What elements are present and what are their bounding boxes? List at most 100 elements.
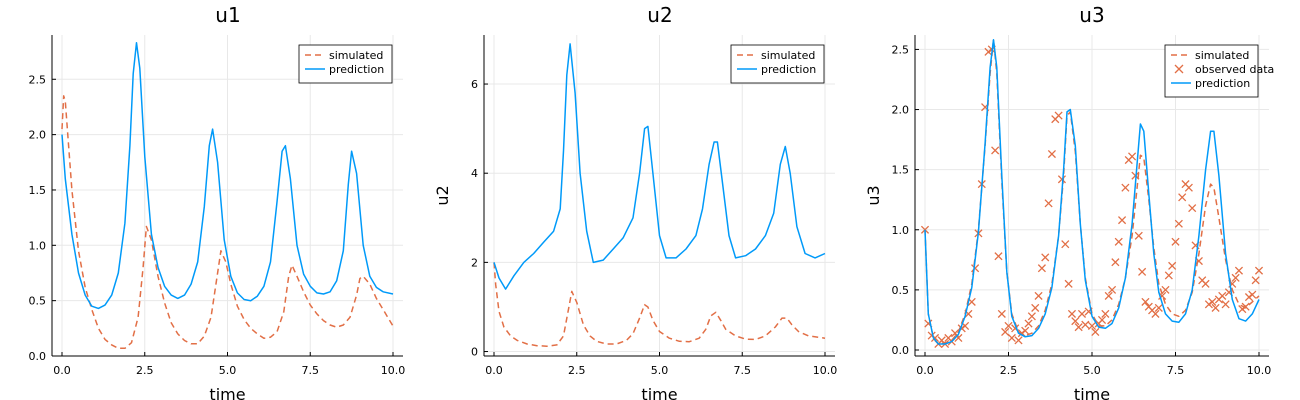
data-point-marker: [1244, 293, 1254, 302]
data-point-marker: [1241, 302, 1250, 311]
y-axis-label: u2: [433, 185, 452, 205]
data-point-marker: [1037, 264, 1046, 273]
legend-label: prediction: [1195, 77, 1250, 90]
data-point-marker: [1101, 309, 1110, 318]
y-tick-label: 2.5: [892, 43, 910, 56]
y-tick-label: 0.0: [29, 350, 47, 363]
data-point-marker: [1107, 285, 1117, 294]
chart-title: u3: [1079, 3, 1104, 27]
series-observed-data: [920, 45, 1264, 349]
x-tick-label: 7.5: [734, 364, 752, 377]
data-point-marker: [1077, 309, 1087, 318]
x-tick-label: 2.5: [1000, 364, 1018, 377]
panel-u2: 0.0 2.5 5.0 7.5 10.0 0 2 4 6 u2 time u2 simulatedpre…: [433, 3, 837, 400]
data-point-marker: [1208, 297, 1217, 306]
series-prediction-line: [61, 41, 394, 310]
data-point-marker: [1064, 279, 1073, 288]
x-tick-label: 10.0: [813, 364, 838, 377]
x-tick-label: 5.0: [219, 364, 237, 377]
data-point-marker: [1248, 290, 1257, 299]
data-point-marker: [991, 146, 1000, 155]
data-point-marker: [1211, 303, 1220, 312]
x-axis-label: time: [1074, 385, 1110, 400]
data-point-marker: [1174, 219, 1183, 228]
data-point-marker: [1188, 204, 1197, 213]
data-point-marker: [1014, 336, 1023, 345]
data-point-marker: [1104, 291, 1113, 300]
legend-label: simulated: [761, 49, 815, 62]
series-simulated-line: [61, 95, 394, 350]
data-point-marker: [1061, 240, 1070, 249]
data-point-marker: [1111, 258, 1120, 267]
data-point-marker: [1254, 266, 1264, 275]
data-point-marker: [1154, 303, 1163, 312]
y-tick-label: 4: [471, 167, 478, 180]
data-point-marker: [1184, 183, 1193, 192]
data-point-marker: [1251, 276, 1260, 285]
data-point-marker: [1178, 193, 1187, 202]
data-point-marker: [1034, 291, 1043, 300]
legend-box: [298, 44, 393, 84]
x-tick-label: 7.5: [302, 364, 320, 377]
data-point-marker: [1141, 297, 1150, 306]
y-tick-label: 2.0: [29, 129, 47, 142]
data-point-marker: [1238, 305, 1247, 314]
legend-marker: [1174, 64, 1184, 74]
x-tick-label: 0.0: [485, 364, 503, 377]
chart-title: u1: [215, 3, 240, 27]
x-tick-label: 10.0: [381, 364, 406, 377]
x-tick-label: 7.5: [1167, 364, 1185, 377]
data-point-marker: [1097, 315, 1107, 324]
data-point-marker: [1128, 152, 1137, 161]
legend-box: [730, 44, 825, 84]
series-prediction-line: [493, 43, 826, 290]
x-tick-label: 5.0: [1083, 364, 1101, 377]
x-axis-label: time: [641, 385, 677, 400]
legend-label: simulated: [329, 49, 383, 62]
x-tick-label: 2.5: [568, 364, 586, 377]
panel-u1: 0.0 2.5 5.0 7.5 10.0 0.0 0.5 1.0 1.5 2.0 2.5 u1 time…: [29, 3, 406, 400]
x-tick-label: 0.0: [916, 364, 934, 377]
chart-title: u2: [647, 3, 672, 27]
data-point-marker: [1164, 271, 1173, 280]
legend-label: simulated: [1195, 49, 1249, 62]
data-point-marker: [997, 309, 1006, 318]
data-point-marker: [1004, 321, 1013, 331]
data-point-marker: [984, 47, 993, 56]
y-tick-label: 2: [471, 256, 478, 269]
data-point-marker: [1027, 312, 1036, 321]
y-tick-label: 0.5: [892, 284, 910, 297]
series-simulated-line: [493, 262, 826, 347]
data-point-marker: [1021, 326, 1030, 335]
data-point-marker: [1201, 279, 1210, 288]
data-point-marker: [1071, 317, 1080, 326]
data-point-marker: [1054, 111, 1063, 120]
data-point-marker: [1081, 320, 1090, 329]
y-tick-label: 0.5: [29, 295, 47, 308]
y-tick-label: 2.0: [892, 104, 910, 117]
data-point-marker: [1001, 327, 1010, 337]
data-point-marker: [1031, 303, 1040, 312]
x-tick-label: 0.0: [53, 364, 71, 377]
data-point-marker: [1138, 267, 1147, 276]
y-tick-label: 0.0: [892, 344, 910, 357]
legend-label: prediction: [329, 63, 384, 76]
data-point-marker: [1067, 309, 1077, 318]
y-tick-label: 1.5: [29, 184, 47, 197]
y-tick-label: 1.0: [892, 224, 910, 237]
data-point-marker: [994, 252, 1003, 261]
data-point-marker: [1134, 231, 1143, 240]
data-point-marker: [1024, 319, 1033, 328]
x-tick-label: 2.5: [136, 364, 154, 377]
data-point-marker: [1221, 300, 1230, 309]
panel-u3: 0.0 2.5 5.0 7.5 10.0 0.0 0.5 1.0 1.5 2.0 2.5 u3 time…: [864, 3, 1274, 400]
data-point-marker: [1041, 253, 1050, 262]
y-tick-label: 2.5: [29, 73, 47, 86]
x-tick-label: 5.0: [651, 364, 669, 377]
data-point-marker: [954, 333, 963, 343]
data-point-marker: [971, 264, 980, 273]
y-tick-label: 0: [471, 346, 478, 359]
data-point-marker: [1057, 175, 1066, 184]
